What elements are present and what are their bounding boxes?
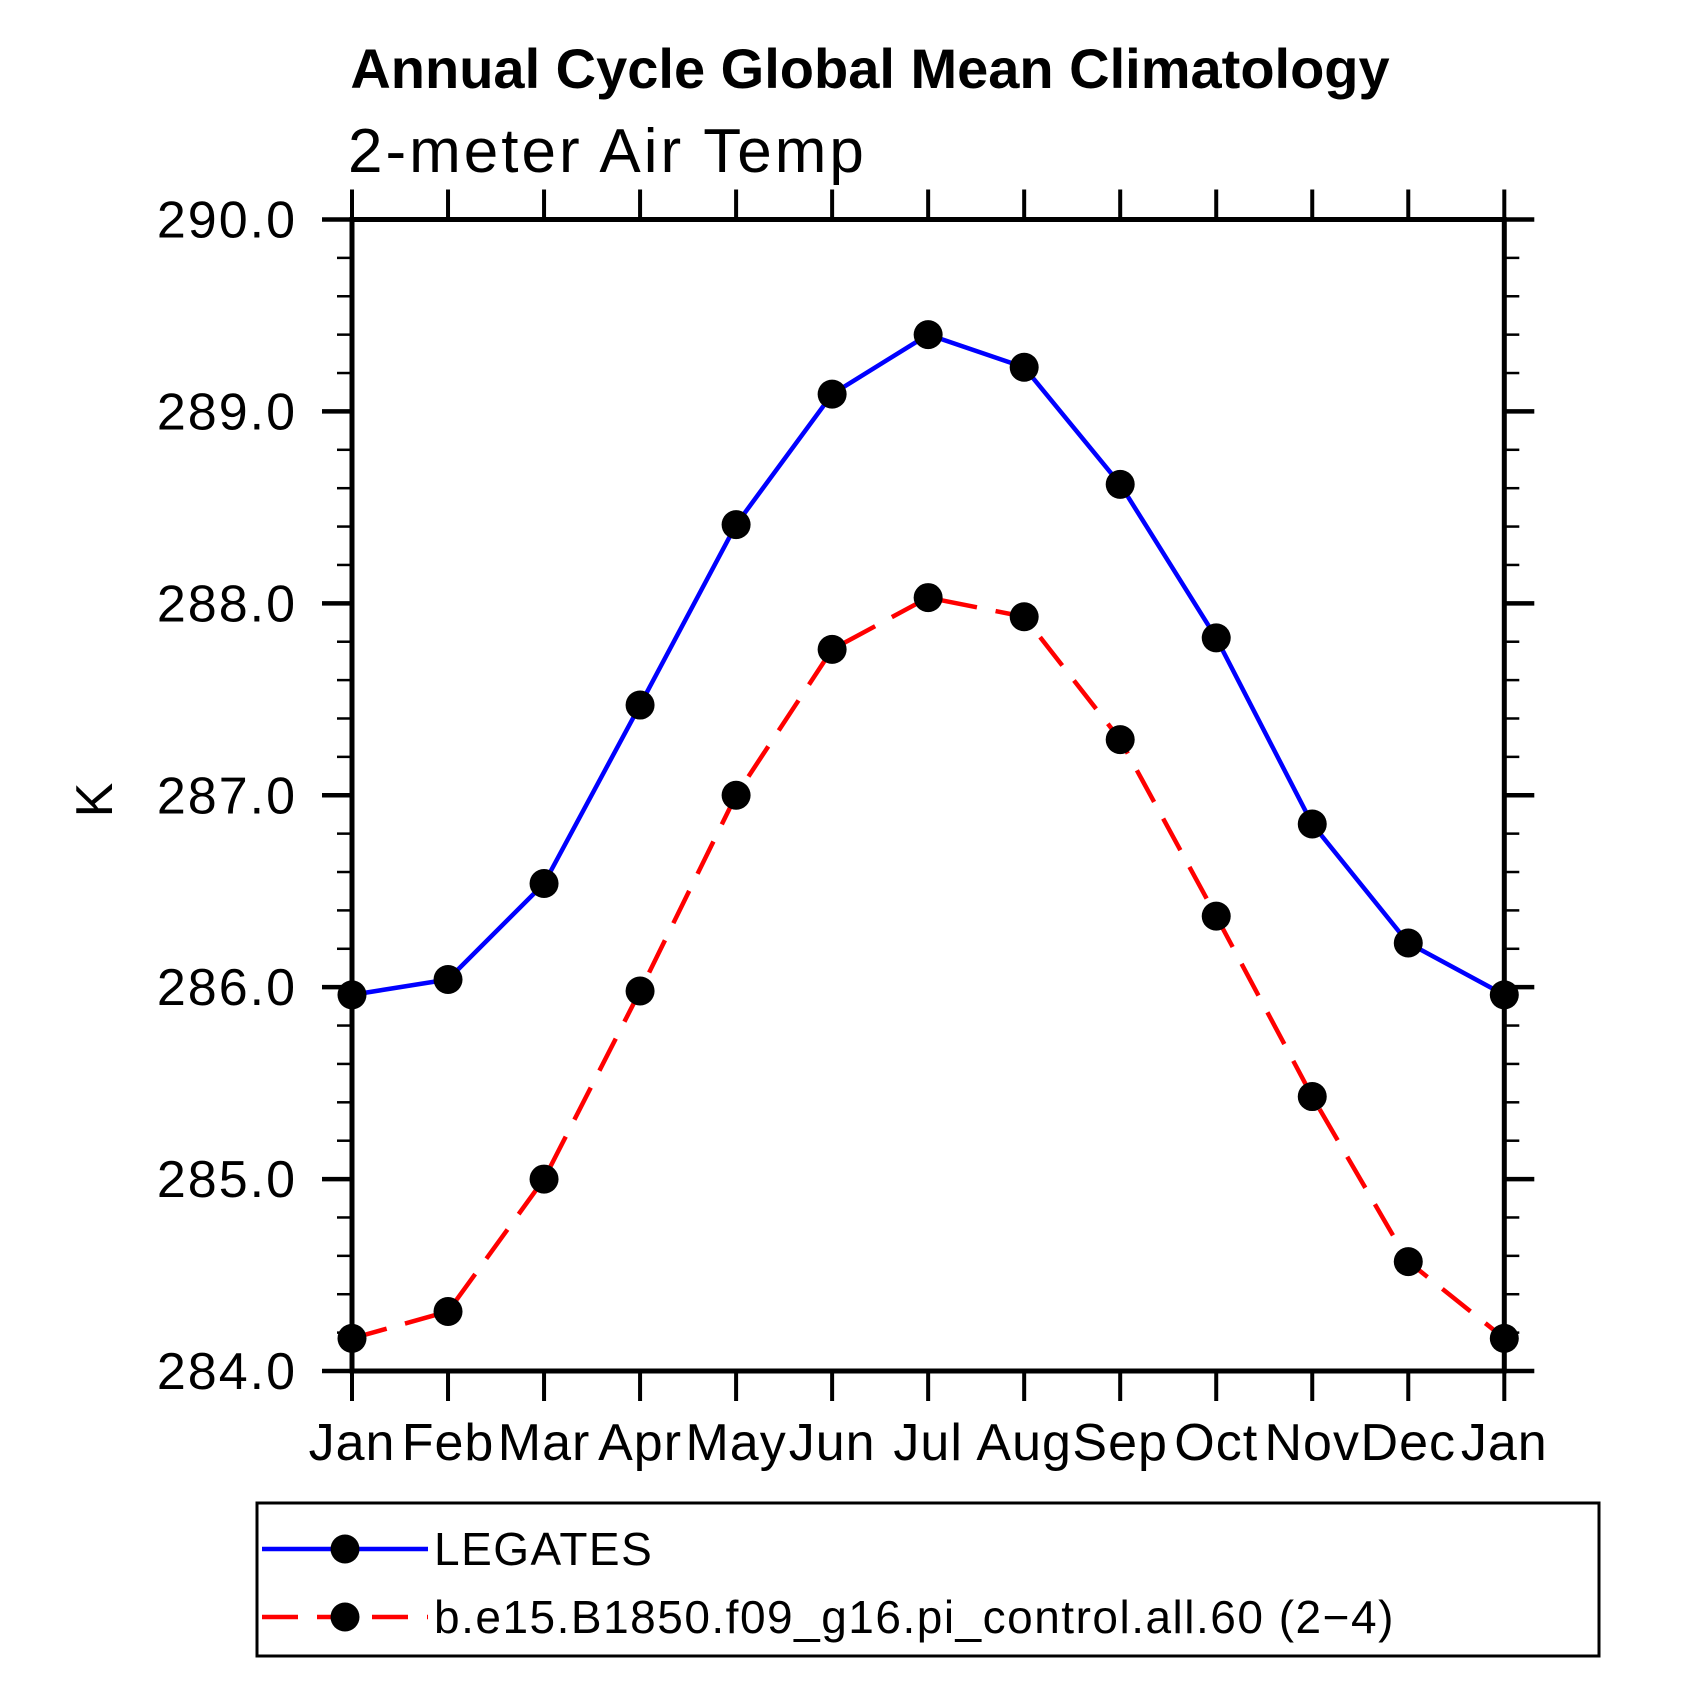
data-point-marker: [1393, 928, 1423, 958]
x-tick-label: Oct: [1174, 1414, 1258, 1472]
data-point-marker: [913, 583, 943, 613]
data-point-marker: [1201, 901, 1231, 931]
y-axis-title: K: [66, 782, 124, 817]
data-point-marker: [1201, 623, 1231, 653]
data-point-marker: [1297, 809, 1327, 839]
x-tick-label: Aug: [976, 1414, 1072, 1472]
y-tick-label: 285.0: [157, 1151, 297, 1209]
data-point-marker: [1393, 1247, 1423, 1277]
series-lines-group: [351, 332, 1506, 1341]
y-tick-label: 284.0: [157, 1343, 297, 1401]
legend-label-legates: LEGATES: [434, 1523, 653, 1575]
x-tick-label: Feb: [402, 1414, 495, 1472]
x-tick-label: Jan: [309, 1414, 396, 1472]
data-point-marker: [625, 976, 655, 1006]
x-tick-label: Jun: [789, 1414, 876, 1472]
plot-frame-group: [322, 189, 1535, 1401]
y-tick-labels-group: 284.0 285.0 286.0 287.0 288.0 289.0 290.0: [157, 192, 297, 1402]
data-point-marker: [625, 690, 655, 720]
series-line-0: [351, 332, 1506, 998]
data-point-marker: [337, 1323, 367, 1353]
chart-title: Annual Cycle Global Mean Climatology: [350, 37, 1389, 100]
data-point-marker: [1297, 1082, 1327, 1112]
x-tick-label: Apr: [598, 1414, 682, 1472]
data-point-marker: [1105, 469, 1135, 499]
data-point-marker: [529, 1164, 559, 1194]
data-point-marker: [337, 980, 367, 1010]
legend-box: [255, 1501, 1601, 1658]
data-point-marker: [1489, 980, 1519, 1010]
data-point-marker: [1489, 1323, 1519, 1353]
x-tick-label: Sep: [1072, 1414, 1168, 1472]
series-line-1: [351, 595, 1506, 1341]
data-point-marker: [721, 780, 751, 810]
legend-label-model: b.e15.B1850.f09_g16.pi_control.all.60 (2…: [434, 1591, 1395, 1643]
legend-sample-marker-legates: [330, 1534, 360, 1564]
y-tick-label: 290.0: [157, 192, 297, 250]
data-point-marker: [433, 1297, 463, 1327]
data-point-marker: [529, 869, 559, 899]
x-tick-label: Nov: [1265, 1414, 1360, 1472]
data-point-marker: [817, 634, 847, 664]
y-tick-label: 288.0: [157, 575, 297, 633]
data-point-marker: [817, 379, 847, 409]
series-markers-group: [337, 320, 1519, 1353]
data-point-marker: [721, 510, 751, 540]
chart-subtitle: 2-meter Air Temp: [348, 117, 867, 186]
legend: LEGATES b.e15.B1850.f09_g16.pi_control.a…: [255, 1501, 1601, 1658]
x-tick-label: Jul: [893, 1414, 962, 1472]
x-tick-label: Mar: [498, 1414, 591, 1472]
x-tick-label: Dec: [1361, 1414, 1456, 1472]
data-point-marker: [1009, 352, 1039, 382]
data-point-marker: [1009, 602, 1039, 632]
data-point-marker: [913, 320, 943, 350]
x-tick-label: Jan: [1461, 1414, 1548, 1472]
y-tick-label: 286.0: [157, 959, 297, 1017]
data-point-marker: [1105, 725, 1135, 755]
y-tick-label: 289.0: [157, 383, 297, 441]
x-tick-labels-group: Jan Feb Mar Apr May Jun Jul Aug Sep Oct Nov Dec Jan: [309, 1414, 1548, 1472]
data-point-marker: [433, 964, 463, 994]
plot-frame: [349, 217, 1507, 1374]
x-tick-label: May: [685, 1414, 786, 1472]
legend-sample-marker-model: [330, 1602, 360, 1632]
y-tick-label: 287.0: [157, 767, 297, 825]
